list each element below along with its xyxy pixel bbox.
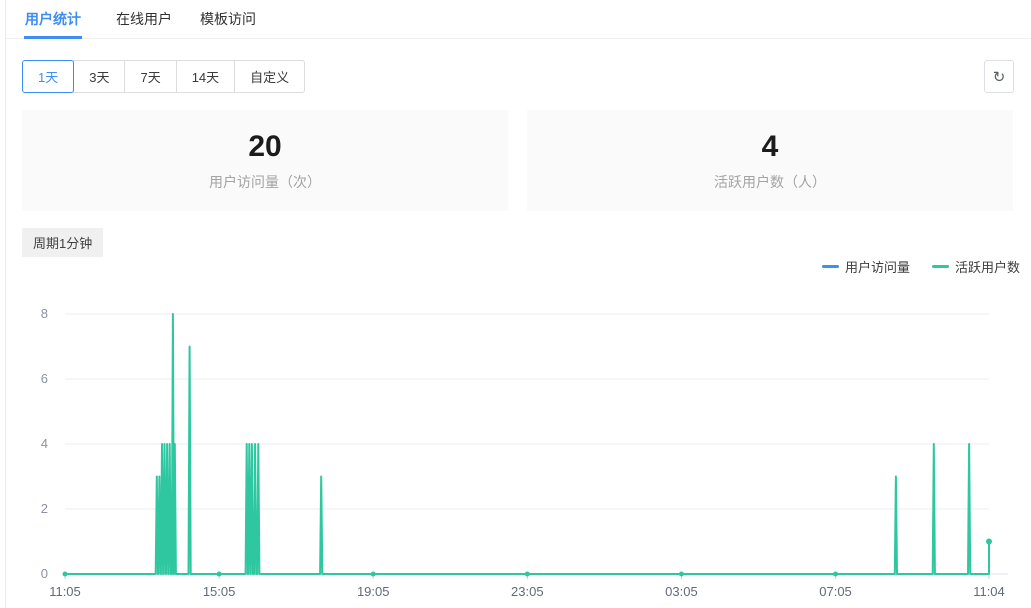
time-range-button-group: 1天 3天 7天 14天 自定义 bbox=[22, 60, 306, 93]
visits-count-value: 20 bbox=[248, 129, 282, 163]
range-button-14days[interactable]: 14天 bbox=[175, 60, 236, 93]
active-users-series-line[interactable] bbox=[65, 313, 990, 575]
x-axis-tick-label: 11:05 bbox=[49, 584, 81, 599]
stat-cards-row: 20 用户访问量（次） 4 活跃用户数（人） bbox=[22, 110, 1013, 211]
series-point-marker[interactable] bbox=[370, 571, 376, 577]
x-axis-tick-label: 07:05 bbox=[819, 584, 852, 599]
x-axis-tick-label: 15:05 bbox=[203, 584, 236, 599]
range-button-3days[interactable]: 3天 bbox=[73, 60, 126, 93]
range-button-7days[interactable]: 7天 bbox=[124, 60, 177, 93]
tab-bar: 用户统计 在线用户 模板访问 bbox=[6, 0, 1031, 39]
range-button-1day[interactable]: 1天 bbox=[22, 60, 75, 93]
period-badge: 周期1分钟 bbox=[22, 228, 104, 257]
line-chart[interactable]: 0 2 4 6 8 11:05 15:05 19:05 23:05 03:05 07:05 11:04 bbox=[0, 300, 1031, 608]
refresh-button[interactable]: ↻ bbox=[984, 60, 1014, 93]
series-point-marker[interactable] bbox=[524, 571, 530, 577]
x-axis-tick-label: 23:05 bbox=[511, 584, 544, 599]
x-axis-tick-label: 03:05 bbox=[665, 584, 698, 599]
visits-legend-dash-icon bbox=[821, 265, 839, 268]
legend-item-active-users[interactable]: 活跃用户数 bbox=[931, 257, 1020, 276]
stat-card-active-users: 4 活跃用户数（人） bbox=[527, 110, 1013, 211]
legend-label-active-users: 活跃用户数 bbox=[954, 260, 1020, 275]
x-axis-tick-label: 19:05 bbox=[357, 584, 390, 599]
refresh-icon: ↻ bbox=[992, 68, 1006, 86]
y-axis-tick-label: 8 bbox=[41, 306, 48, 321]
series-point-marker[interactable] bbox=[833, 571, 839, 577]
tab-user-statistics[interactable]: 用户统计 bbox=[24, 0, 82, 39]
series-end-point-marker[interactable] bbox=[986, 538, 992, 545]
active-users-legend-dash-icon bbox=[931, 265, 949, 268]
legend-item-visits[interactable]: 用户访问量 bbox=[821, 257, 910, 276]
legend-label-visits: 用户访问量 bbox=[844, 260, 910, 275]
series-point-marker[interactable] bbox=[678, 571, 684, 577]
chart-legend: 用户访问量 活跃用户数 bbox=[821, 257, 1020, 276]
series-point-marker[interactable] bbox=[216, 571, 222, 577]
visits-count-label: 用户访问量（次） bbox=[209, 173, 321, 190]
line-chart-canvas[interactable]: 0 2 4 6 8 11:05 15:05 19:05 23:05 03:05 07:05 11:04 bbox=[0, 300, 1031, 608]
panel-left-border bbox=[5, 0, 6, 608]
active-users-value: 4 bbox=[761, 129, 779, 163]
y-axis-tick-label: 6 bbox=[41, 371, 48, 386]
y-axis-tick-label: 2 bbox=[41, 501, 48, 516]
series-point-marker[interactable] bbox=[62, 571, 68, 577]
stat-card-visits: 20 用户访问量（次） bbox=[22, 110, 508, 211]
x-axis-tick-label: 11:04 bbox=[973, 584, 1005, 599]
range-button-custom[interactable]: 自定义 bbox=[234, 60, 306, 93]
y-axis-tick-label: 0 bbox=[41, 566, 48, 581]
tab-online-users[interactable]: 在线用户 bbox=[116, 11, 172, 27]
active-users-label: 活跃用户数（人） bbox=[714, 173, 826, 190]
y-axis-tick-label: 4 bbox=[41, 436, 48, 451]
tab-template-visits[interactable]: 模板访问 bbox=[200, 11, 256, 27]
